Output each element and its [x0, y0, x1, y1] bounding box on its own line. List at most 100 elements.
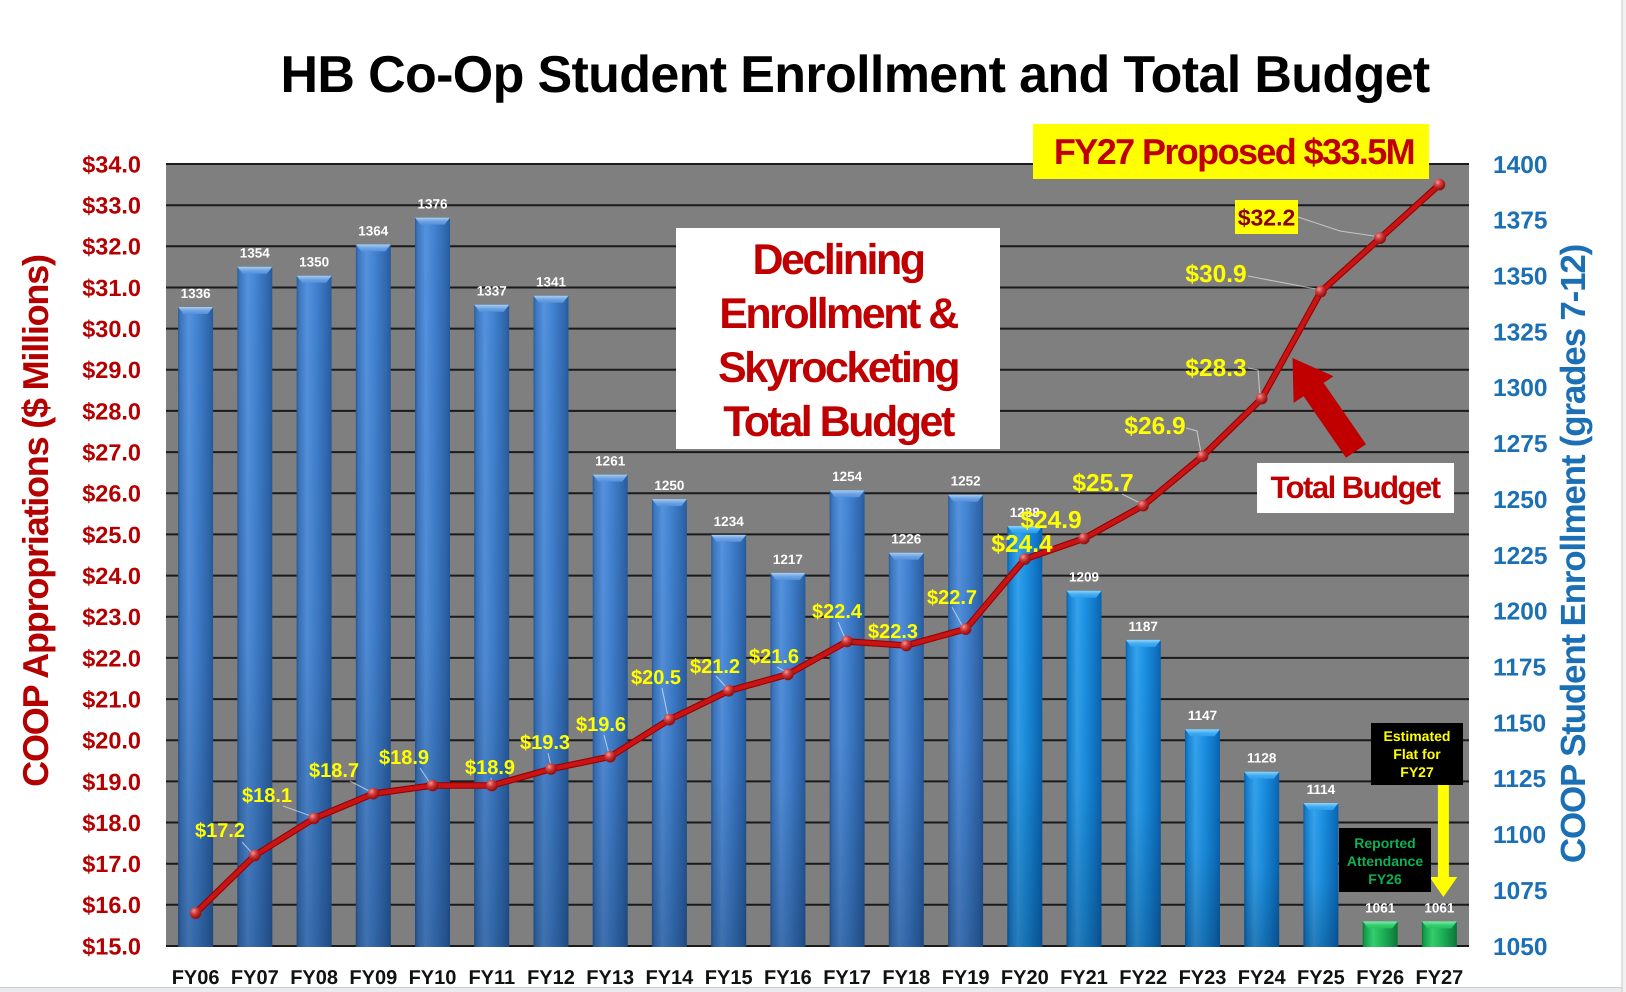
svg-text:$18.1: $18.1 [242, 785, 292, 807]
svg-text:1061: 1061 [1424, 900, 1455, 915]
svg-text:$27.0: $27.0 [82, 440, 141, 466]
svg-text:$24.0: $24.0 [82, 563, 141, 589]
svg-text:$26.9: $26.9 [1124, 413, 1185, 440]
svg-text:1234: 1234 [714, 514, 745, 529]
svg-text:FY24: FY24 [1238, 967, 1287, 989]
svg-text:$24.4: $24.4 [991, 531, 1053, 558]
svg-text:COOP Student Enrollment (grade: COOP Student Enrollment (grades 7-12) [1554, 245, 1593, 863]
svg-text:Reported: Reported [1354, 835, 1415, 851]
svg-text:$28.0: $28.0 [82, 398, 141, 424]
svg-text:1325: 1325 [1493, 319, 1548, 346]
svg-text:Estimated: Estimated [1384, 728, 1451, 744]
svg-text:1075: 1075 [1493, 878, 1548, 905]
svg-text:1125: 1125 [1493, 766, 1546, 793]
svg-text:$29.0: $29.0 [82, 357, 141, 383]
svg-text:$22.7: $22.7 [927, 587, 977, 609]
svg-text:Enrollment &: Enrollment & [719, 290, 958, 338]
svg-text:$18.9: $18.9 [465, 757, 515, 779]
svg-text:1364: 1364 [358, 223, 389, 238]
svg-text:$19.0: $19.0 [82, 769, 141, 795]
svg-text:FY26: FY26 [1356, 967, 1404, 989]
svg-text:1238: 1238 [1010, 505, 1041, 520]
svg-text:COOP Appropriations ($ Million: COOP Appropriations ($ Millions) [15, 255, 56, 787]
svg-text:1275: 1275 [1493, 431, 1548, 458]
svg-text:Attendance: Attendance [1347, 853, 1423, 869]
svg-text:FY06: FY06 [172, 967, 220, 989]
svg-text:$31.0: $31.0 [82, 275, 141, 301]
svg-text:1336: 1336 [181, 286, 212, 301]
svg-text:1254: 1254 [832, 469, 863, 484]
svg-text:Skyrocketing: Skyrocketing [718, 344, 958, 392]
svg-text:HB Co-Op Student Enrollment an: HB Co-Op Student Enrollment and Total Bu… [280, 46, 1429, 104]
svg-text:FY27: FY27 [1415, 967, 1463, 989]
svg-text:$34.0: $34.0 [82, 151, 141, 177]
svg-text:$17.2: $17.2 [195, 820, 245, 842]
svg-text:FY13: FY13 [586, 967, 634, 989]
svg-text:1147: 1147 [1188, 708, 1217, 723]
svg-text:1400: 1400 [1493, 152, 1548, 179]
svg-text:FY20: FY20 [1001, 967, 1049, 989]
svg-text:$17.0: $17.0 [82, 851, 141, 877]
svg-text:FY07: FY07 [231, 967, 279, 989]
svg-text:$19.3: $19.3 [520, 732, 570, 754]
svg-text:$33.0: $33.0 [82, 193, 141, 219]
svg-text:1261: 1261 [595, 454, 626, 469]
svg-text:FY15: FY15 [705, 967, 753, 989]
svg-text:FY16: FY16 [764, 967, 812, 989]
svg-text:$22.4: $22.4 [812, 601, 863, 623]
svg-text:Total Budget: Total Budget [1270, 470, 1440, 505]
svg-text:FY09: FY09 [349, 967, 397, 989]
svg-text:FY21: FY21 [1060, 967, 1108, 989]
svg-text:$22.0: $22.0 [82, 645, 141, 671]
svg-text:1376: 1376 [417, 197, 448, 212]
svg-text:Declining: Declining [752, 236, 923, 284]
svg-text:$18.9: $18.9 [379, 747, 429, 769]
svg-text:1100: 1100 [1493, 822, 1546, 849]
svg-text:1200: 1200 [1493, 599, 1548, 626]
svg-text:FY08: FY08 [290, 967, 338, 989]
svg-text:1350: 1350 [299, 255, 329, 270]
svg-text:1341: 1341 [536, 275, 567, 290]
svg-text:FY26: FY26 [1368, 871, 1402, 887]
svg-text:1061: 1061 [1365, 900, 1396, 915]
svg-text:FY18: FY18 [882, 967, 930, 989]
svg-text:1300: 1300 [1493, 375, 1548, 402]
svg-text:FY19: FY19 [942, 967, 990, 989]
svg-text:$21.0: $21.0 [82, 687, 141, 713]
svg-text:$19.6: $19.6 [576, 714, 626, 736]
svg-text:1250: 1250 [1493, 487, 1548, 514]
svg-text:FY10: FY10 [409, 967, 457, 989]
svg-text:1375: 1375 [1493, 208, 1548, 235]
svg-text:FY25: FY25 [1297, 967, 1345, 989]
svg-text:$26.0: $26.0 [82, 481, 141, 507]
svg-text:1225: 1225 [1493, 543, 1548, 570]
svg-text:$32.0: $32.0 [82, 234, 141, 260]
svg-text:1050: 1050 [1493, 934, 1548, 961]
svg-text:FY17: FY17 [823, 967, 871, 989]
svg-text:$20.5: $20.5 [631, 667, 681, 689]
svg-text:1217: 1217 [773, 552, 803, 567]
svg-text:FY12: FY12 [527, 967, 575, 989]
svg-text:1252: 1252 [951, 474, 981, 489]
svg-text:$18.7: $18.7 [309, 760, 359, 782]
svg-text:$25.7: $25.7 [1072, 470, 1133, 497]
svg-text:$18.0: $18.0 [82, 810, 141, 836]
svg-text:$32.2: $32.2 [1238, 204, 1296, 230]
svg-text:1354: 1354 [240, 246, 271, 261]
svg-text:FY11: FY11 [468, 967, 515, 989]
svg-text:$20.0: $20.0 [82, 728, 141, 754]
svg-text:$23.0: $23.0 [82, 604, 141, 630]
svg-text:$25.0: $25.0 [82, 522, 141, 548]
svg-text:$15.0: $15.0 [82, 933, 141, 959]
svg-text:1250: 1250 [654, 478, 684, 493]
svg-text:1350: 1350 [1493, 264, 1548, 291]
svg-text:$28.3: $28.3 [1185, 355, 1246, 382]
svg-text:FY14: FY14 [645, 967, 694, 989]
svg-text:$21.2: $21.2 [690, 656, 740, 678]
svg-text:1114: 1114 [1307, 782, 1336, 797]
svg-text:$22.3: $22.3 [868, 621, 918, 643]
svg-text:$16.0: $16.0 [82, 892, 141, 918]
svg-text:1128: 1128 [1247, 751, 1277, 766]
svg-text:FY23: FY23 [1179, 967, 1227, 989]
svg-text:1187: 1187 [1129, 619, 1158, 634]
